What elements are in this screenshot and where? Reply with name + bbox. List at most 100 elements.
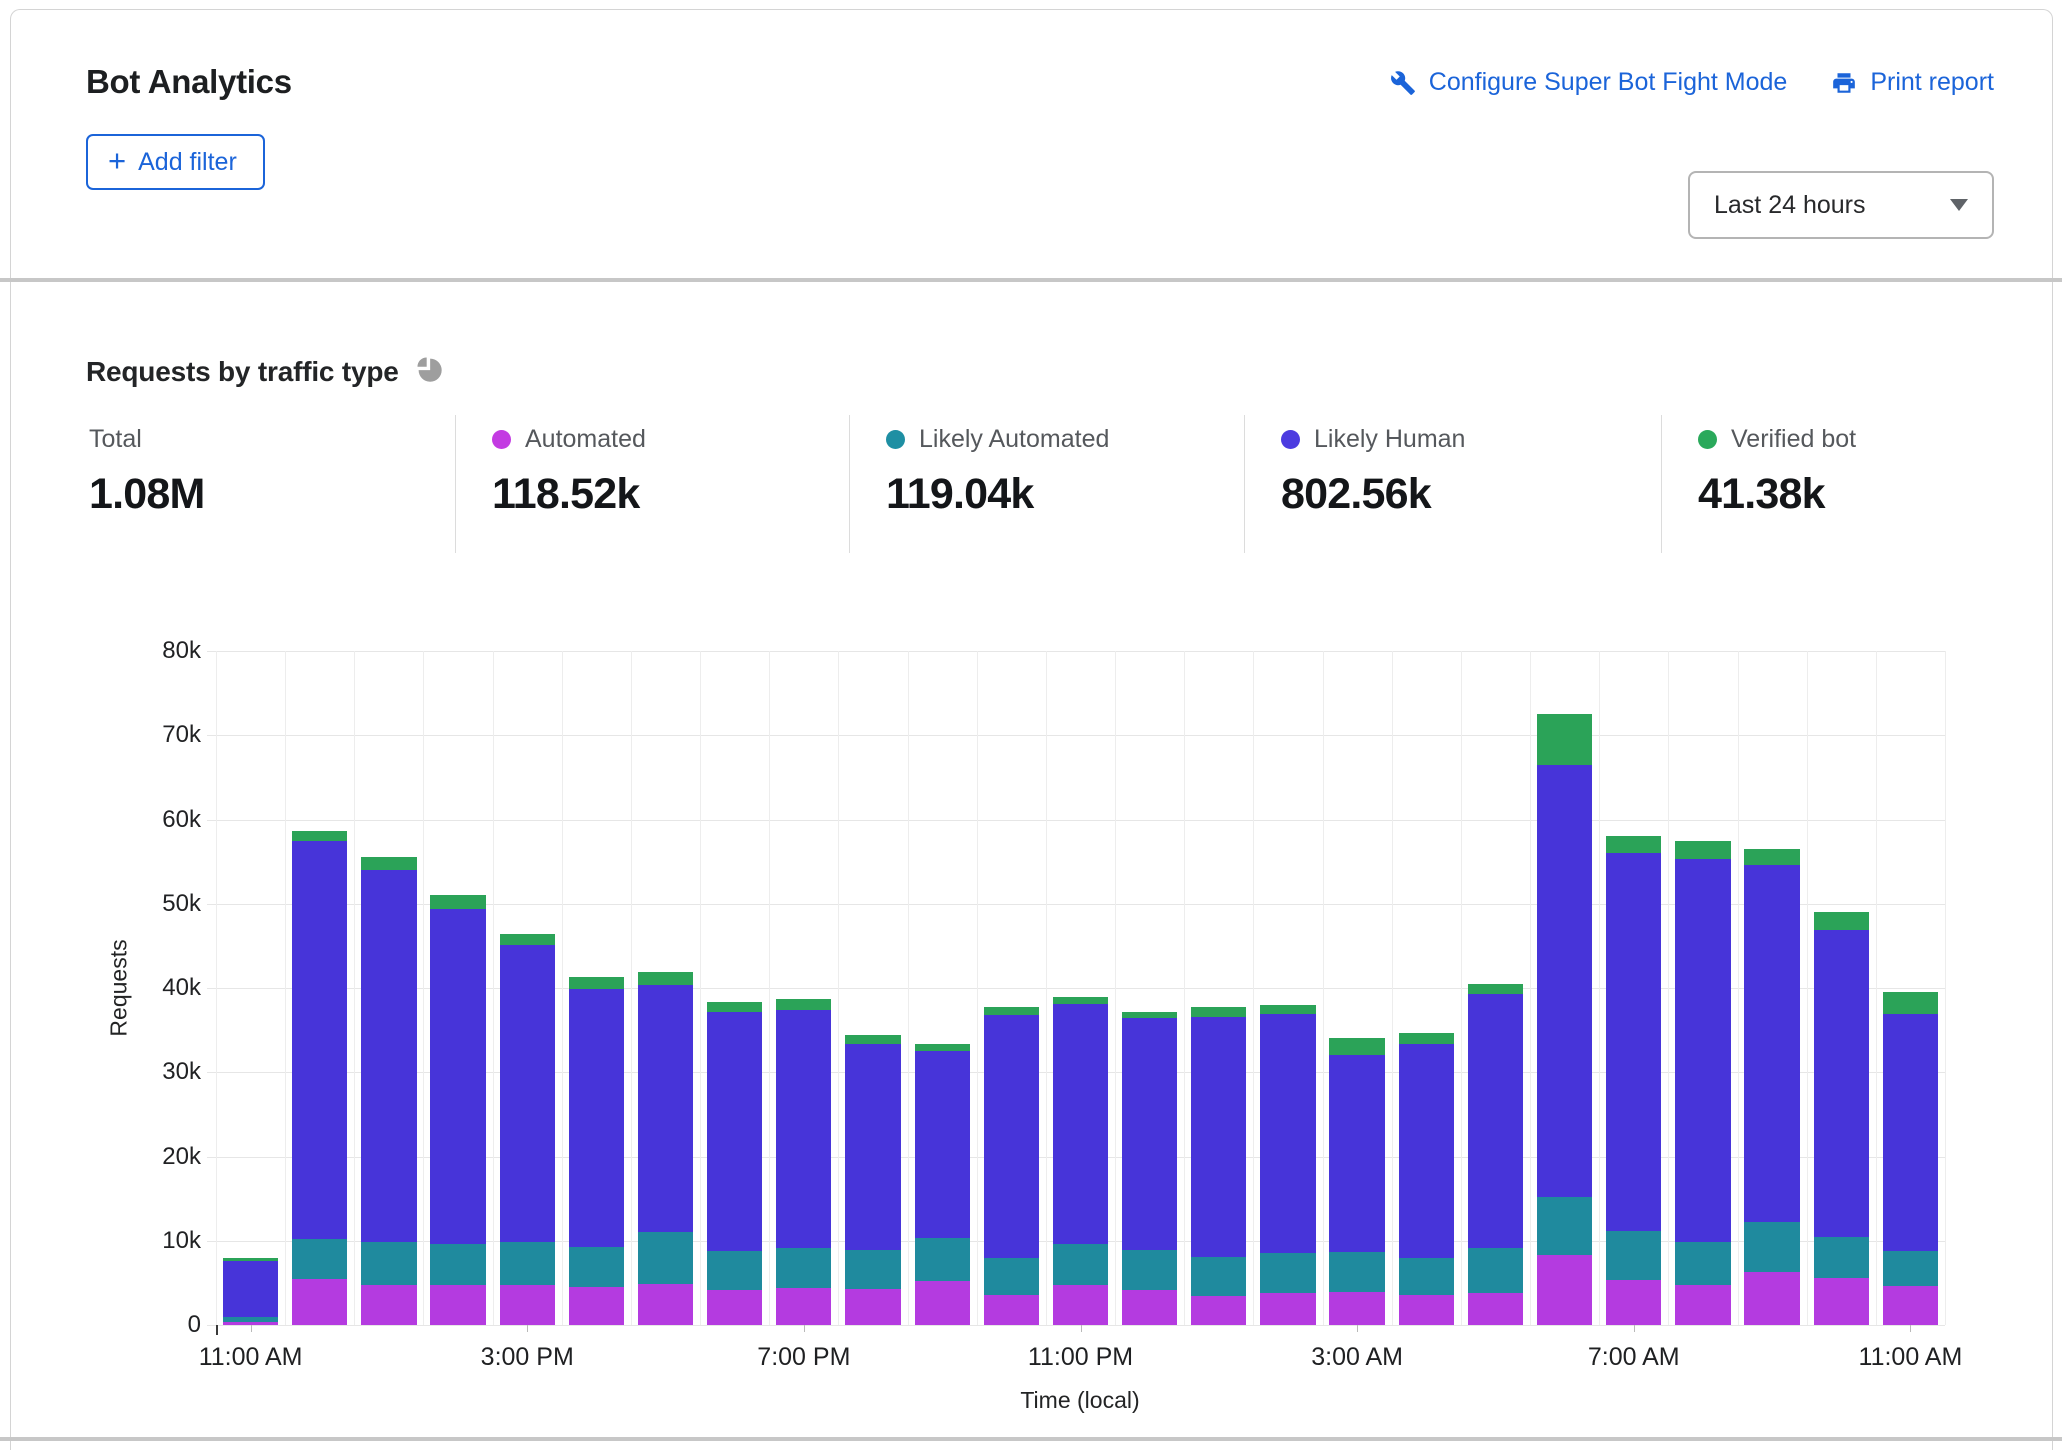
stacked-bar[interactable] [707, 1002, 762, 1325]
x-axis-title: Time (local) [1020, 1387, 1139, 1414]
bar-segment-verified-bot [292, 831, 347, 841]
bar-segment-likely-automated [984, 1258, 1039, 1295]
x-tick [1357, 1325, 1358, 1332]
bar-segment-likely-automated [292, 1239, 347, 1279]
requests-chart: Requests Time (local) 80k70k60k50k40k30k… [11, 612, 2052, 1437]
bar-segment-likely-human [707, 1012, 762, 1250]
bar-segment-likely-automated [1122, 1250, 1177, 1290]
bar-slot [1115, 651, 1184, 1325]
stacked-bar[interactable] [984, 1007, 1039, 1325]
stacked-bar[interactable] [845, 1035, 900, 1325]
stacked-bar[interactable] [1053, 997, 1108, 1325]
bar-segment-likely-automated [1814, 1237, 1869, 1277]
bar-segment-automated [361, 1285, 416, 1325]
bar-segment-likely-automated [1329, 1252, 1384, 1292]
bar-segment-likely-human [638, 985, 693, 1232]
bar-slot [1046, 651, 1115, 1325]
stacked-bar[interactable] [500, 934, 555, 1325]
stacked-bar[interactable] [1191, 1007, 1246, 1325]
stacked-bar[interactable] [292, 831, 347, 1325]
stacked-bar[interactable] [638, 972, 693, 1325]
bar-segment-likely-human [1329, 1055, 1384, 1251]
stacked-bar[interactable] [1814, 912, 1869, 1325]
bar-segment-verified-bot [1537, 714, 1592, 765]
bar-segment-likely-human [1606, 853, 1661, 1230]
bar-slot [423, 651, 492, 1325]
bar-segment-likely-human [292, 841, 347, 1239]
bar-segment-verified-bot [845, 1035, 900, 1044]
bar-segment-likely-human [1191, 1017, 1246, 1257]
stat-block-likely-human[interactable]: Likely Human802.56k [1245, 415, 1662, 553]
stat-block-likely-automated[interactable]: Likely Automated119.04k [850, 415, 1245, 553]
stacked-bar[interactable] [430, 895, 485, 1326]
stacked-bar[interactable] [1399, 1033, 1454, 1325]
bar-segment-likely-human [1468, 994, 1523, 1248]
stacked-bar[interactable] [361, 857, 416, 1325]
bar-segment-verified-bot [984, 1007, 1039, 1015]
legend-dot [1698, 430, 1717, 449]
print-link-label: Print report [1870, 68, 1994, 97]
stacked-bar[interactable] [1329, 1038, 1384, 1325]
y-tick-label: 40k [11, 974, 201, 1002]
add-filter-button[interactable]: + Add filter [86, 134, 265, 190]
bar-segment-automated [1468, 1293, 1523, 1325]
configure-super-bot-fight-mode-link[interactable]: Configure Super Bot Fight Mode [1390, 68, 1788, 97]
bar-segment-automated [1606, 1280, 1661, 1325]
bar-segment-verified-bot [1329, 1038, 1384, 1056]
plus-icon: + [108, 145, 126, 176]
y-tick-label: 70k [11, 721, 201, 749]
bar-segment-likely-automated [707, 1251, 762, 1290]
stacked-bar[interactable] [1122, 1012, 1177, 1325]
stacked-bar[interactable] [1260, 1005, 1315, 1325]
bar-slot [1876, 651, 1945, 1325]
print-report-link[interactable]: Print report [1831, 68, 1994, 97]
bar-segment-likely-automated [1260, 1253, 1315, 1293]
bar-segment-likely-automated [361, 1242, 416, 1285]
bar-segment-automated [984, 1295, 1039, 1325]
bar-segment-automated [292, 1279, 347, 1325]
stat-value: 1.08M [89, 470, 455, 519]
bar-segment-likely-automated [915, 1238, 970, 1281]
x-tick-label: 3:00 PM [481, 1343, 574, 1372]
stat-block-total[interactable]: Total 1.08M [11, 415, 456, 553]
stacked-bar[interactable] [223, 1258, 278, 1325]
stacked-bar[interactable] [915, 1044, 970, 1325]
page-title: Bot Analytics [86, 63, 292, 101]
next-card [10, 1441, 2053, 1450]
bar-slot [216, 651, 285, 1325]
stacked-bar[interactable] [1606, 836, 1661, 1325]
stat-value: 119.04k [886, 470, 1244, 519]
stacked-bar[interactable] [1468, 984, 1523, 1325]
time-range-select[interactable]: Last 24 hours [1688, 171, 1994, 239]
bar-segment-verified-bot [569, 977, 624, 989]
stacked-bar[interactable] [776, 999, 831, 1325]
stats-row: Total 1.08MAutomated118.52kLikely Automat… [11, 415, 2052, 553]
stat-block-verified-bot[interactable]: Verified bot41.38k [1662, 415, 2052, 553]
stacked-bar[interactable] [1744, 849, 1799, 1325]
stat-label: Automated [492, 425, 849, 454]
bar-segment-likely-automated [1053, 1244, 1108, 1285]
bar-slot [631, 651, 700, 1325]
y-tick-label: 20k [11, 1143, 201, 1171]
bar-slot [1461, 651, 1530, 1325]
bar-segment-automated [1537, 1255, 1592, 1325]
bar-segment-automated [1053, 1285, 1108, 1325]
bar-segment-likely-human [845, 1044, 900, 1250]
bar-segment-automated [569, 1287, 624, 1325]
bar-segment-automated [1675, 1285, 1730, 1325]
bar-segment-likely-human [1053, 1004, 1108, 1244]
bar-segment-automated [1191, 1296, 1246, 1325]
stacked-bar[interactable] [1883, 992, 1938, 1325]
y-tick-label: 80k [11, 637, 201, 665]
stacked-bar[interactable] [569, 977, 624, 1325]
header-card: Bot Analytics Configure Super Bot Fight … [10, 9, 2053, 278]
stacked-bar[interactable] [1537, 714, 1592, 1325]
stat-label: Total [89, 425, 455, 454]
stat-block-automated[interactable]: Automated118.52k [456, 415, 850, 553]
plot-area [216, 651, 1945, 1325]
bar-segment-likely-human [1537, 765, 1592, 1197]
stacked-bar[interactable] [1675, 841, 1730, 1325]
legend-dot [886, 430, 905, 449]
x-tick [1081, 1325, 1082, 1332]
x-tick [251, 1325, 252, 1332]
